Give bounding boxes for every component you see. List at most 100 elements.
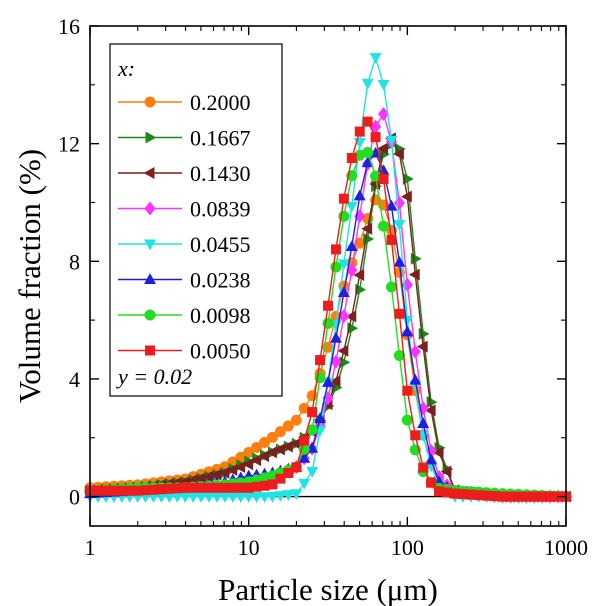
data-point xyxy=(281,440,293,453)
data-point xyxy=(258,450,269,463)
y-axis-title: Volume fraction (%) xyxy=(12,149,47,403)
series-layer xyxy=(83,53,573,504)
data-point xyxy=(401,315,414,327)
data-point xyxy=(330,244,341,255)
y-tick-label: 4 xyxy=(69,367,80,392)
axis-tick-labels: 1 10 100 1000 0 4 8 12 16 xyxy=(58,14,588,560)
data-point xyxy=(267,479,278,490)
data-point xyxy=(417,417,430,428)
legend-label: 0.0050 xyxy=(190,339,251,364)
data-point xyxy=(416,340,428,353)
data-point xyxy=(361,78,374,90)
data-point xyxy=(362,147,374,159)
data-point xyxy=(329,375,341,388)
legend-item: 0.0455 xyxy=(118,232,251,257)
legend-footer: y = 0.02 xyxy=(116,364,192,389)
data-point xyxy=(425,453,438,465)
data-point xyxy=(234,461,246,474)
data-point xyxy=(275,473,286,484)
data-point xyxy=(418,462,429,473)
data-point xyxy=(361,222,373,235)
legend-label: 0.1430 xyxy=(190,161,251,186)
data-point xyxy=(400,190,412,203)
data-point xyxy=(218,466,230,479)
legend-marker xyxy=(144,239,156,251)
legend-item: 0.0050 xyxy=(118,339,251,364)
x-tick-label: 100 xyxy=(391,535,424,560)
data-point xyxy=(393,255,406,267)
data-point xyxy=(298,478,311,490)
legend-label: 0.2000 xyxy=(190,90,251,115)
data-point xyxy=(202,470,214,483)
data-point xyxy=(291,462,302,473)
data-point xyxy=(426,477,437,488)
data-point xyxy=(393,349,405,361)
data-point xyxy=(274,426,286,438)
data-point xyxy=(377,142,388,155)
data-point xyxy=(362,116,373,127)
legend-marker xyxy=(144,96,156,108)
data-point xyxy=(251,441,263,453)
data-point xyxy=(385,281,397,293)
data-point xyxy=(393,196,405,210)
data-point xyxy=(242,458,254,471)
data-point xyxy=(393,147,404,160)
data-point xyxy=(346,153,357,163)
legend-item: 0.0839 xyxy=(118,197,251,222)
legend-marker xyxy=(145,345,155,356)
legend-item: 0.1667 xyxy=(118,126,251,151)
legend: x: 0.2000 0.1667 0.1430 0.0839 0.0455 0.0238 0.… xyxy=(109,43,283,397)
data-point xyxy=(266,492,279,503)
x-tick-label: 1000 xyxy=(544,535,588,560)
data-point xyxy=(337,286,350,298)
data-point xyxy=(329,331,342,343)
data-point xyxy=(393,220,406,231)
data-point xyxy=(385,135,398,147)
data-point xyxy=(408,268,420,281)
data-point xyxy=(226,463,238,476)
plot-frame xyxy=(89,25,567,527)
data-point xyxy=(353,269,365,282)
data-point xyxy=(410,430,421,441)
data-point xyxy=(432,446,444,459)
data-point xyxy=(370,132,381,143)
data-point xyxy=(377,79,390,91)
data-point xyxy=(345,201,358,213)
x-axis-title: Particle size (μm) xyxy=(218,572,438,606)
data-point xyxy=(298,451,311,463)
data-point xyxy=(299,435,310,446)
data-point xyxy=(259,436,271,448)
y-tick-label: 0 xyxy=(69,485,80,510)
axis-ticks xyxy=(89,25,567,526)
data-point xyxy=(386,234,397,245)
data-point xyxy=(282,490,295,501)
legend-marker xyxy=(144,309,156,321)
data-point xyxy=(402,385,413,396)
data-point xyxy=(409,344,421,359)
data-point xyxy=(290,414,302,426)
legend-marker xyxy=(145,131,157,144)
data-point xyxy=(274,443,285,456)
data-point xyxy=(266,431,278,443)
data-point xyxy=(424,404,436,417)
data-point xyxy=(402,172,414,185)
data-point xyxy=(409,373,422,385)
data-point xyxy=(322,376,334,387)
data-point xyxy=(401,325,414,337)
legend-item: 0.1430 xyxy=(118,161,251,186)
legend-item: 0.2000 xyxy=(118,90,251,115)
data-point xyxy=(210,468,222,481)
legend-item: 0.0098 xyxy=(118,303,251,328)
data-point xyxy=(250,454,262,467)
data-point xyxy=(354,126,365,137)
data-point xyxy=(353,189,366,201)
y-tick-label: 12 xyxy=(58,132,80,157)
y-tick-label: 16 xyxy=(58,14,80,39)
data-point xyxy=(290,489,303,501)
legend-marker xyxy=(144,273,156,284)
legend-label: 0.0839 xyxy=(190,197,251,222)
data-point xyxy=(345,240,358,252)
data-point xyxy=(258,492,271,503)
x-tick-label: 1 xyxy=(85,535,96,560)
legend-label: 0.1667 xyxy=(190,126,251,151)
